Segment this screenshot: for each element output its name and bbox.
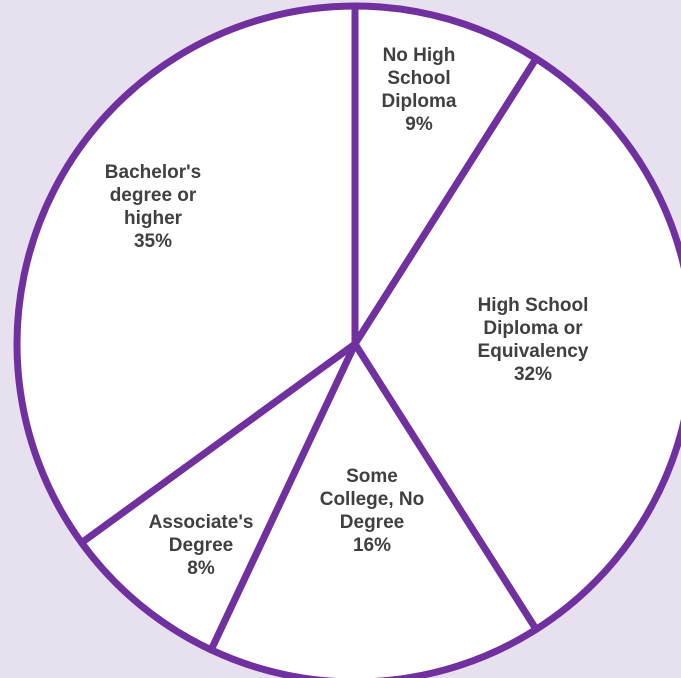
pie-slice-no-high-school-diploma bbox=[351, 2, 540, 348]
labels-layer: No High School Diploma 9%High School Diploma… bbox=[105, 45, 589, 579]
pie-slice-high-school-diploma-or-equivalency bbox=[351, 55, 681, 633]
slice-label-some-college-no-degree: Some College, No Degree 16% bbox=[320, 466, 425, 556]
slice-label-line: Equivalency bbox=[478, 341, 589, 362]
slice-label-line: 16% bbox=[353, 535, 391, 556]
slice-label-line: 8% bbox=[187, 558, 215, 579]
slice-label-line: Some bbox=[346, 466, 398, 487]
slice-label-line: No High bbox=[383, 45, 456, 66]
slice-label-line: higher bbox=[124, 208, 183, 229]
slice-label-line: College, No bbox=[320, 489, 425, 510]
slice-label-bachelor-s-degree-or-higher: Bachelor's degree or higher 35% bbox=[105, 162, 201, 252]
pie-slice-some-college-no-degree bbox=[207, 340, 540, 678]
slice-label-line: Degree bbox=[169, 535, 233, 556]
slice-label-associate-s-degree: Associate's Degree 8% bbox=[149, 512, 254, 579]
slice-label-line: Bachelor's bbox=[105, 162, 201, 183]
slice-label-line: High School bbox=[478, 295, 589, 316]
slice-label-line: 35% bbox=[134, 231, 172, 252]
pie-slice-bachelor-s-degree-or-higher bbox=[13, 2, 359, 547]
slice-label-line: 9% bbox=[405, 114, 433, 135]
slice-label-line: School bbox=[387, 68, 450, 89]
slice-label-high-school-diploma-or-equivalency: High School Diploma or Equivalency 32% bbox=[478, 295, 589, 385]
slice-label-line: 32% bbox=[514, 364, 552, 385]
slice-label-no-high-school-diploma: No High School Diploma 9% bbox=[382, 45, 457, 135]
slice-label-line: Associate's bbox=[149, 512, 254, 533]
slices-layer bbox=[13, 2, 681, 678]
slice-label-line: Diploma or bbox=[483, 318, 583, 339]
pie-slice-associate-s-degree bbox=[78, 340, 359, 654]
slice-label-line: degree or bbox=[110, 185, 197, 206]
slice-label-line: Degree bbox=[340, 512, 404, 533]
slice-label-line: Diploma bbox=[382, 91, 457, 112]
